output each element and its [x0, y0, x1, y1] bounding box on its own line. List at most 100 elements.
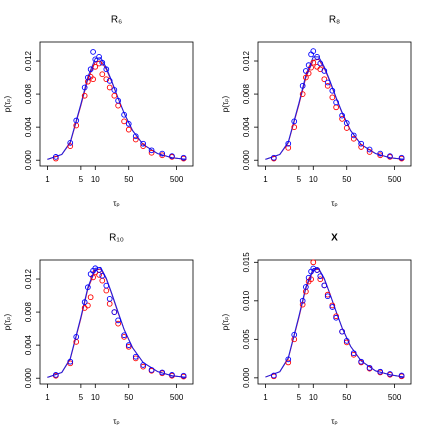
- y-tick-label: 0.010: [242, 290, 251, 311]
- x-tick-label: 50: [342, 393, 351, 402]
- data-point: [115, 320, 121, 327]
- x-tick-label: 500: [170, 175, 184, 184]
- data-point: [96, 272, 102, 278]
- y-tick-label: 0.015: [242, 252, 251, 273]
- data-point: [377, 368, 384, 375]
- data-point: [303, 74, 309, 81]
- data-point: [169, 153, 175, 159]
- data-point: [132, 133, 139, 140]
- data-point: [67, 143, 74, 150]
- data-point: [321, 282, 328, 289]
- data-point: [291, 331, 298, 338]
- data-point: [106, 300, 113, 307]
- data-point: [180, 154, 187, 161]
- data-point: [285, 144, 292, 151]
- data-point: [333, 104, 339, 111]
- data-point: [321, 76, 328, 83]
- data-point: [140, 143, 147, 150]
- data-point: [333, 99, 339, 106]
- data-point: [148, 147, 155, 154]
- data-point: [366, 146, 373, 153]
- data-point: [90, 76, 96, 83]
- data-point: [343, 120, 350, 126]
- y-tick-label: 0.004: [24, 117, 33, 138]
- data-point: [67, 358, 74, 365]
- data-point: [285, 140, 292, 147]
- data-point: [103, 282, 110, 289]
- data-point: [73, 334, 80, 340]
- data-point: [299, 91, 306, 97]
- data-point: [103, 76, 110, 83]
- x-tick-label: 10: [91, 393, 100, 402]
- data-point: [85, 302, 91, 309]
- data-point: [87, 294, 94, 301]
- data-point: [350, 351, 357, 358]
- panel-title: X: [331, 233, 338, 244]
- data-point: [387, 153, 393, 159]
- y-tick-label: 0.008: [24, 302, 33, 323]
- y-tick-label: 0.012: [24, 268, 33, 289]
- data-point: [87, 271, 94, 277]
- data-point: [96, 54, 102, 60]
- data-point: [85, 78, 91, 85]
- data-point: [180, 372, 187, 379]
- data-point: [85, 74, 91, 81]
- y-tick-label: 0.000: [242, 150, 251, 171]
- y-tick-label: 0.008: [24, 84, 33, 105]
- data-point: [350, 132, 357, 139]
- data-point: [310, 48, 317, 54]
- data-point: [92, 63, 99, 70]
- data-point: [111, 92, 118, 99]
- panel-title: R₆: [111, 15, 122, 26]
- data-point: [291, 118, 298, 125]
- data-point: [321, 68, 328, 74]
- data-point: [103, 287, 110, 294]
- data-point: [115, 102, 121, 109]
- x-tick-label: 10: [91, 175, 100, 184]
- data-point: [333, 314, 339, 321]
- data-point: [339, 112, 345, 119]
- data-point: [358, 140, 365, 147]
- data-point: [81, 299, 88, 306]
- data-point: [358, 144, 365, 150]
- data-point: [329, 87, 336, 94]
- data-point: [96, 60, 102, 67]
- data-point: [121, 334, 127, 340]
- data-point: [310, 59, 317, 66]
- x-tick-label: 5: [79, 175, 84, 184]
- data-point: [329, 302, 336, 309]
- data-point: [387, 371, 393, 377]
- data-point: [324, 291, 331, 298]
- data-point: [140, 363, 147, 370]
- data-point: [317, 60, 324, 67]
- data-point: [343, 125, 350, 131]
- panel: R₁₀ τₚ p(τₚ) 1 5 10 50 500 0.000 0.004 0.008 0.012: [3, 233, 194, 426]
- fit-line: [265, 56, 405, 160]
- data-point: [366, 364, 373, 371]
- x-tick-label: 10: [309, 175, 318, 184]
- data-point: [159, 150, 166, 157]
- data-point: [377, 150, 384, 157]
- x-tick-label: 1: [263, 393, 268, 402]
- data-point: [103, 66, 110, 73]
- y-tick-label: 0.000: [242, 367, 251, 388]
- y-tick-label: 0.000: [24, 150, 33, 171]
- data-point: [317, 276, 324, 283]
- data-point: [398, 154, 405, 161]
- x-axis-label: τₚ: [331, 417, 338, 426]
- plot-frame: [39, 259, 194, 385]
- data-point: [81, 92, 88, 99]
- x-tick-label: 50: [124, 393, 133, 402]
- x-tick-label: 5: [79, 393, 84, 402]
- data-point: [159, 369, 166, 376]
- x-tick-label: 500: [388, 393, 402, 402]
- data-point: [106, 84, 113, 91]
- data-point: [67, 140, 74, 146]
- x-axis-label: τₚ: [113, 417, 120, 426]
- y-tick-label: 0.012: [242, 50, 251, 71]
- data-point: [111, 309, 118, 315]
- data-point: [125, 120, 132, 127]
- panel: R₈ τₚ p(τₚ) 1 5 10 50 500 0.000 0.004 0.008 0.012: [221, 15, 412, 208]
